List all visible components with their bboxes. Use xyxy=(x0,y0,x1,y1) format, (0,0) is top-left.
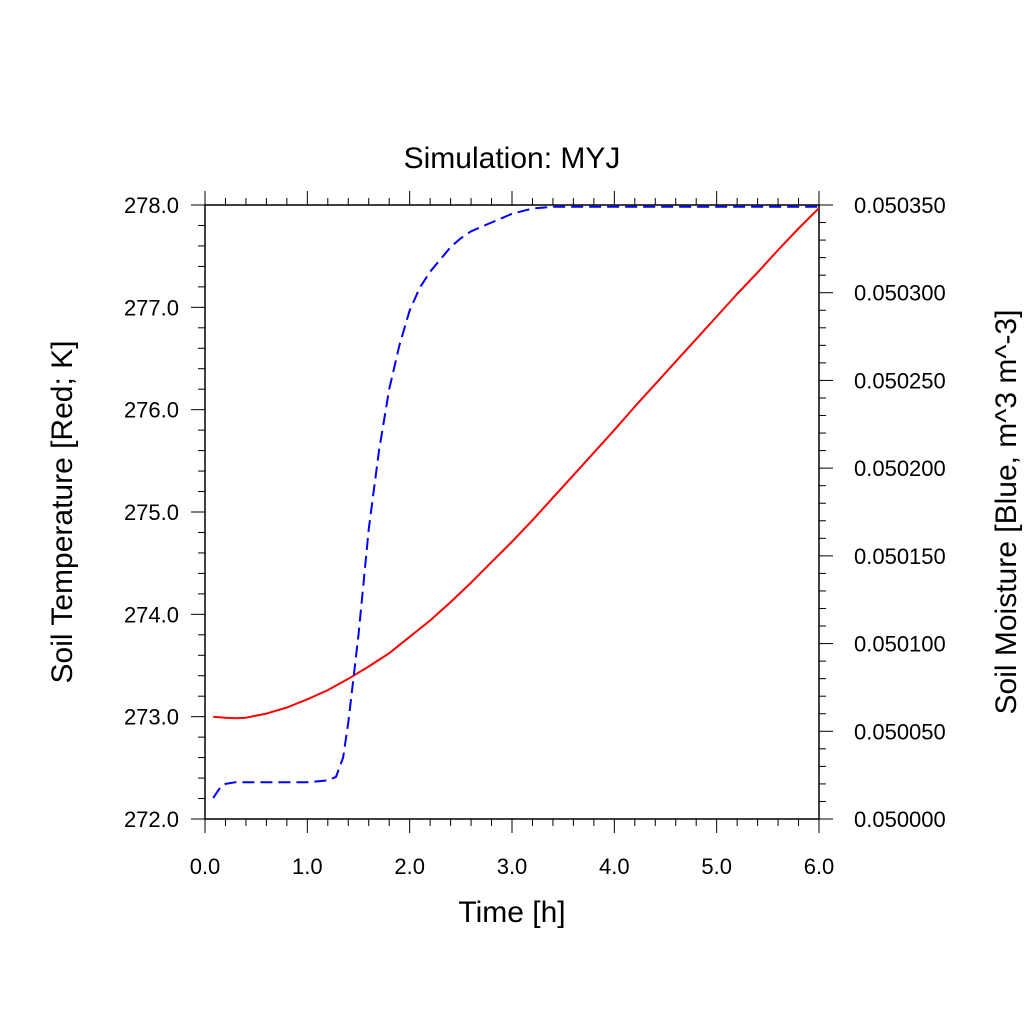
soil-temperature-line xyxy=(213,207,820,720)
x-tick-label: 5.0 xyxy=(701,854,732,879)
y-axis-label-left: Soil Temperature [Red; K] xyxy=(46,341,79,684)
y-right-tick-label: 0.050250 xyxy=(854,368,946,393)
y-right-tick-label: 0.050100 xyxy=(854,632,946,657)
y-left-tick-label: 272.0 xyxy=(124,807,179,832)
plot-frame xyxy=(204,204,820,820)
x-axis-label: Time [h] xyxy=(458,896,565,929)
x-tick-label: 6.0 xyxy=(804,854,835,879)
series-layer xyxy=(212,205,820,799)
chart-title: Simulation: MYJ xyxy=(404,142,621,175)
y-right-tick-label: 0.050000 xyxy=(854,807,946,832)
y-left-tick-label: 275.0 xyxy=(124,500,179,525)
y-axis-label-right: Soil Moisture [Blue, m^3 m^-3] xyxy=(990,310,1023,715)
x-tick-label: 3.0 xyxy=(497,854,528,879)
y-right-tick-label: 0.050050 xyxy=(854,719,946,744)
y-right-tick-label: 0.050200 xyxy=(854,456,946,481)
y-right-tick-label: 0.050300 xyxy=(854,281,946,306)
axis-ticks xyxy=(191,191,833,833)
soil-moisture-line xyxy=(212,205,819,799)
x-tick-label: 1.0 xyxy=(292,854,323,879)
y-left-tick-label: 278.0 xyxy=(124,193,179,218)
y-left-tick-label: 274.0 xyxy=(124,602,179,627)
x-tick-label: 4.0 xyxy=(599,854,630,879)
y-left-tick-label: 276.0 xyxy=(124,398,179,423)
y-left-tick-label: 277.0 xyxy=(124,295,179,320)
x-tick-label: 0.0 xyxy=(190,854,221,879)
y-right-tick-label: 0.050150 xyxy=(854,544,946,569)
y-right-tick-label: 0.050350 xyxy=(854,193,946,218)
x-tick-label: 2.0 xyxy=(394,854,425,879)
tick-labels: 0.0 1.0 2.0 3.0 4.0 5.0 6.0 272.0 273.0 274.0 275.… xyxy=(124,193,946,879)
y-left-tick-label: 273.0 xyxy=(124,705,179,730)
